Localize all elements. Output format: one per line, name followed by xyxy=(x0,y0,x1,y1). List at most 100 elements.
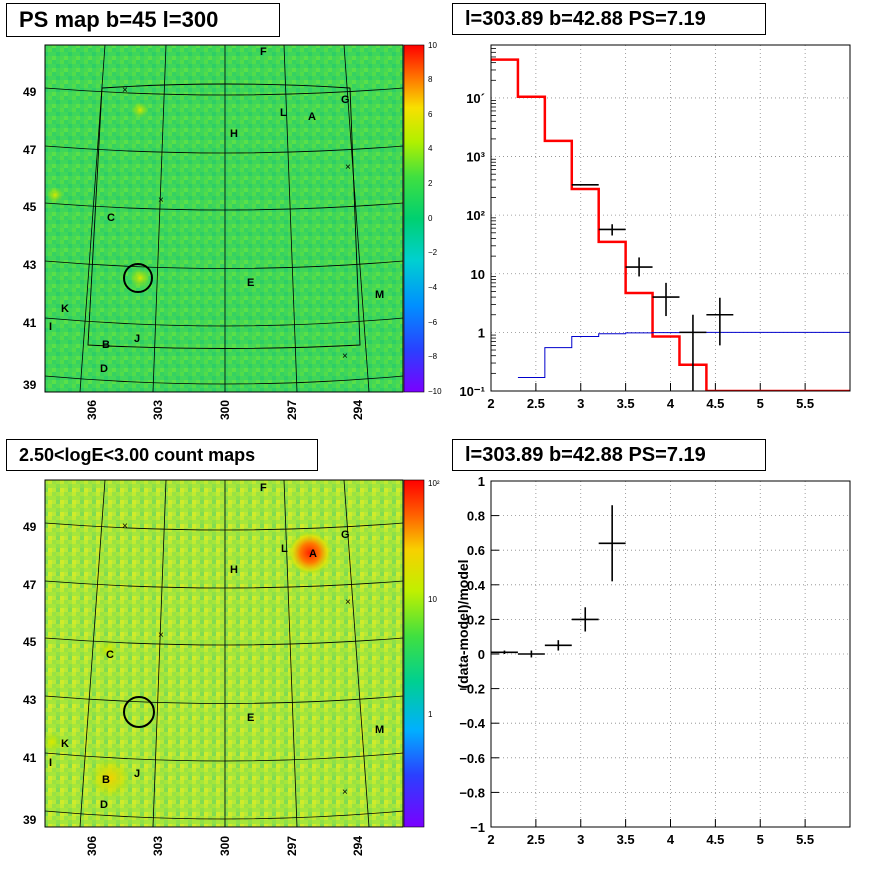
ps-cbar-4: 4 xyxy=(428,144,433,153)
ps-cbar-8: 8 xyxy=(428,75,433,84)
ps-ytick-47: 47 xyxy=(23,143,37,157)
res-ytick-label: 0 xyxy=(478,647,485,662)
ps-ytick-49: 49 xyxy=(23,85,37,99)
ps-grid-lon-297 xyxy=(283,45,298,392)
spec-xtick-label: 5.5 xyxy=(796,396,814,411)
svg-text:10²: 10² xyxy=(428,479,440,488)
svg-text:×: × xyxy=(158,630,164,641)
residual-title: l=303.89 b=42.88 PS=7.19 xyxy=(452,439,766,471)
ps-cbar-m2: −2 xyxy=(428,248,438,257)
ps-hotspot-c xyxy=(47,187,63,203)
svg-text:39: 39 xyxy=(23,813,37,827)
ps-xtick-297: 297 xyxy=(285,400,299,420)
ps-map-area xyxy=(44,44,404,393)
ps-src-H: H xyxy=(230,128,238,140)
res-ylabel: (data-model)/model xyxy=(455,559,471,688)
ps-cbar-0: 0 xyxy=(428,214,433,223)
ps-grid-lat-49 xyxy=(45,87,403,96)
ps-src-K: K xyxy=(61,303,69,315)
svg-text:M: M xyxy=(375,724,384,736)
ps-src-B: B xyxy=(102,339,110,351)
svg-text:×: × xyxy=(122,521,128,532)
ps-grid-lat-41 xyxy=(45,317,403,327)
spec-ytick-label: 1 xyxy=(478,325,485,340)
ps-colorbar xyxy=(403,44,425,393)
ps-cbar-m10: −10 xyxy=(428,387,442,396)
residual-chart: 2 2.5 3 3.5 4 4.5 5 5.5 1 0.8 0.6 0.4 0.2 0 −0.2 −0.4 −0… xyxy=(455,474,851,847)
spec-xtick-label: 2 xyxy=(487,396,494,411)
svg-text:K: K xyxy=(61,738,69,750)
spec-ytick-label: 10³ xyxy=(466,150,485,165)
spec-ytick-label: 10´ xyxy=(466,91,485,106)
spectrum-chart: 2 2.5 3 3.5 4 4.5 5 5.5 10´ 10³ 10² 10 1 10⁻¹ xyxy=(459,44,851,411)
ps-xtick-303: 303 xyxy=(151,400,165,420)
svg-text:G: G xyxy=(341,529,350,541)
ps-xtick-294: 294 xyxy=(351,400,365,420)
svg-text:1: 1 xyxy=(428,710,433,719)
ps-hotspot-a xyxy=(132,102,148,118)
res-ytick-label: −0.2 xyxy=(459,682,485,697)
ps-grid-lat-47 xyxy=(45,145,403,154)
res-plot-area xyxy=(491,505,626,658)
svg-text:300: 300 xyxy=(218,836,232,856)
svg-text:306: 306 xyxy=(85,836,99,856)
count-map-panel: F L A G H C E K M I J B D × × × × 49 47 45 … xyxy=(23,479,440,856)
count-hotspot-c xyxy=(98,640,118,660)
res-xtick-label: 3 xyxy=(577,832,584,847)
res-ytick-label: −0.8 xyxy=(459,785,485,800)
ps-src-C: C xyxy=(107,212,115,224)
svg-text:J: J xyxy=(134,768,140,780)
res-ytick-label: −0.4 xyxy=(459,716,485,731)
svg-text:C: C xyxy=(106,649,114,661)
count-hotspot-b xyxy=(90,758,130,798)
res-xtick-label: 3.5 xyxy=(617,832,635,847)
res-ytick-label: 0.4 xyxy=(467,578,486,593)
spec-ytick-label: 10 xyxy=(471,267,485,282)
spec-model-step-red xyxy=(491,58,850,391)
svg-text:×: × xyxy=(158,195,164,206)
svg-text:A: A xyxy=(309,548,317,560)
spec-ytick-label: 10² xyxy=(466,208,485,223)
count-x-tick-labels: 306 303 300 297 294 xyxy=(85,836,365,856)
ps-y-tick-labels: 49 47 45 43 41 39 xyxy=(23,85,37,392)
ps-ytick-39: 39 xyxy=(23,378,37,392)
ps-ytick-43: 43 xyxy=(23,258,37,272)
svg-text:H: H xyxy=(230,564,238,576)
ps-cbar-m4: −4 xyxy=(428,283,438,292)
res-ytick-label: −1 xyxy=(470,820,485,835)
res-ytick-label: 0.8 xyxy=(467,509,485,524)
svg-text:45: 45 xyxy=(23,635,37,649)
spec-xtick-label: 3 xyxy=(577,396,584,411)
svg-text:41: 41 xyxy=(23,751,37,765)
svg-text:49: 49 xyxy=(23,520,37,534)
ps-grid-lat-39 xyxy=(45,375,403,385)
ps-colorbar-ticks: 10 8 6 4 2 0 −2 −4 −6 −8 −10 xyxy=(428,41,442,396)
ps-cbar-m6: −6 xyxy=(428,318,438,327)
spec-xtick-label: 4.5 xyxy=(706,396,724,411)
count-hotspot-a xyxy=(288,531,332,575)
count-target-circle xyxy=(123,696,155,728)
res-xtick-label: 5.5 xyxy=(796,832,814,847)
ps-xtick-306: 306 xyxy=(85,400,99,420)
spectrum-title: l=303.89 b=42.88 PS=7.19 xyxy=(452,3,766,35)
res-frame xyxy=(490,480,851,828)
ps-target-circle xyxy=(123,263,153,293)
svg-text:294: 294 xyxy=(351,836,365,856)
ps-x-tick-labels: 306 303 300 297 294 xyxy=(85,400,365,420)
res-ytick-label: 1 xyxy=(478,474,485,489)
ps-hotspot-b xyxy=(130,268,150,288)
ps-grid-lon-303 xyxy=(152,45,167,392)
ps-roi-boundary xyxy=(87,83,361,349)
count-hotspot-d xyxy=(45,732,62,752)
svg-text:303: 303 xyxy=(151,836,165,856)
svg-text:D: D xyxy=(100,799,108,811)
svg-text:10: 10 xyxy=(428,595,437,604)
spec-frame xyxy=(490,44,851,392)
count-colorbar-ticks: 10² 10 1 xyxy=(428,479,440,719)
svg-text:E: E xyxy=(247,712,254,724)
res-ytick-label: 0.6 xyxy=(467,543,485,558)
svg-text:43: 43 xyxy=(23,693,37,707)
ps-src-F: F xyxy=(260,46,267,58)
res-ytick-label: 0.2 xyxy=(467,612,485,627)
